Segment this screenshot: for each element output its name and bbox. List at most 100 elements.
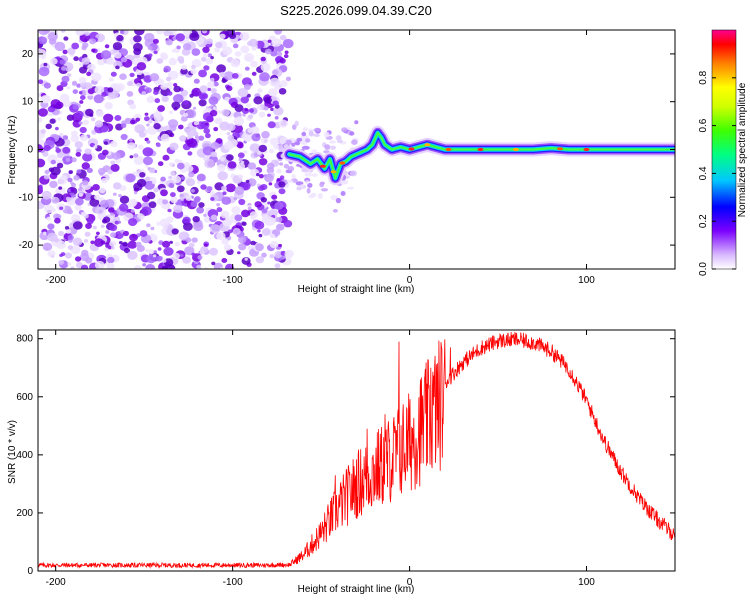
noise-blob	[138, 132, 146, 138]
noise-blob	[146, 223, 151, 228]
noise-blob	[169, 240, 173, 244]
noise-blob	[122, 241, 128, 247]
noise-blob	[234, 51, 242, 57]
noise-blob	[38, 66, 50, 77]
colorbar-tick-label: 0.4	[698, 166, 709, 180]
noise-blob	[185, 178, 196, 187]
noise-blob	[129, 72, 135, 78]
noise-blob	[269, 137, 279, 146]
spectrogram-marks	[38, 30, 675, 269]
noise-blob	[231, 73, 239, 79]
noise-blob	[186, 127, 197, 137]
noise-blob	[237, 116, 242, 121]
noise-blob	[84, 231, 91, 237]
noise-blob	[205, 57, 214, 65]
noise-blob	[238, 174, 244, 179]
noise-blob	[129, 233, 138, 242]
noise-blob	[73, 56, 79, 62]
noise-blob	[146, 123, 150, 127]
noise-blob	[71, 80, 78, 86]
colorbar-tick-label: 0.8	[698, 70, 709, 84]
noise-blob	[202, 52, 209, 58]
noise-blob	[199, 85, 208, 93]
noise-blob	[63, 36, 69, 41]
noise-blob	[320, 188, 329, 192]
noise-blob	[87, 63, 96, 71]
noise-blob	[274, 263, 281, 269]
noise-blob	[273, 106, 284, 116]
noise-blob	[210, 151, 218, 158]
noise-blob	[202, 146, 214, 156]
noise-blob	[237, 163, 246, 170]
noise-blob	[230, 58, 241, 68]
noise-blob	[114, 115, 122, 121]
ridge-hotspot	[583, 147, 590, 152]
noise-blob	[104, 102, 113, 110]
noise-blob	[65, 196, 71, 201]
noise-blob	[260, 62, 271, 72]
noise-blob	[127, 142, 136, 150]
noise-blob	[110, 246, 115, 250]
noise-blob	[227, 81, 233, 86]
noise-blob	[245, 56, 252, 62]
noise-blob	[274, 30, 282, 35]
noise-blob	[126, 91, 134, 97]
noise-blob	[154, 98, 161, 104]
noise-blob	[287, 165, 295, 172]
noise-blob	[216, 207, 223, 213]
ridge-hotspot	[445, 147, 452, 152]
noise-blob	[213, 106, 218, 110]
noise-blob	[146, 96, 155, 104]
noise-blob	[110, 140, 118, 148]
ridge-hotspot	[330, 170, 337, 174]
colorbar-ticks: 0.0 0.2 0.4 0.6 0.8	[698, 70, 736, 276]
noise-blob	[100, 224, 105, 228]
noise-blob	[80, 211, 87, 217]
noise-blob	[106, 57, 115, 65]
noise-blob	[216, 64, 227, 73]
noise-blob	[74, 204, 82, 211]
noise-blob	[267, 39, 272, 43]
noise-blob	[190, 68, 197, 75]
spectrogram-y-axis: -20 -10 0 10 20	[19, 49, 675, 251]
noise-blob	[114, 52, 122, 59]
noise-blob	[254, 201, 262, 208]
noise-blob	[93, 94, 104, 104]
noise-blob	[286, 179, 294, 183]
noise-blob	[78, 193, 84, 197]
noise-blob	[186, 138, 198, 148]
noise-blob	[172, 252, 180, 260]
noise-blob	[218, 110, 223, 114]
noise-blob	[79, 100, 84, 104]
noise-blob	[118, 194, 122, 198]
noise-blob	[190, 189, 195, 193]
noise-blob	[255, 256, 265, 264]
noise-blob	[67, 262, 72, 266]
noise-blob	[267, 113, 271, 117]
noise-blob	[283, 163, 290, 169]
noise-blob	[169, 110, 173, 115]
noise-blob	[240, 160, 245, 165]
noise-blob	[75, 197, 84, 206]
noise-blob	[294, 141, 301, 146]
noise-blob	[89, 198, 100, 207]
noise-blob	[109, 240, 117, 247]
noise-blob	[193, 120, 200, 126]
noise-blob	[266, 162, 275, 170]
noise-blob	[123, 247, 131, 254]
noise-blob	[205, 38, 213, 45]
snr-x-label: Height of straight line (km)	[298, 584, 415, 595]
noise-blob	[187, 151, 193, 156]
noise-blob	[143, 156, 153, 166]
noise-blob	[283, 144, 289, 149]
noise-blob	[157, 105, 166, 112]
y-tick-label: 0	[27, 145, 33, 156]
noise-blob	[210, 88, 217, 94]
noise-blob	[204, 122, 209, 126]
noise-blob	[160, 176, 166, 182]
noise-blob	[177, 56, 185, 63]
noise-blob	[221, 238, 229, 245]
noise-blob	[99, 172, 104, 176]
noise-blob	[162, 154, 170, 161]
spectrogram-x-axis: -200 -100 0 100	[46, 30, 595, 286]
